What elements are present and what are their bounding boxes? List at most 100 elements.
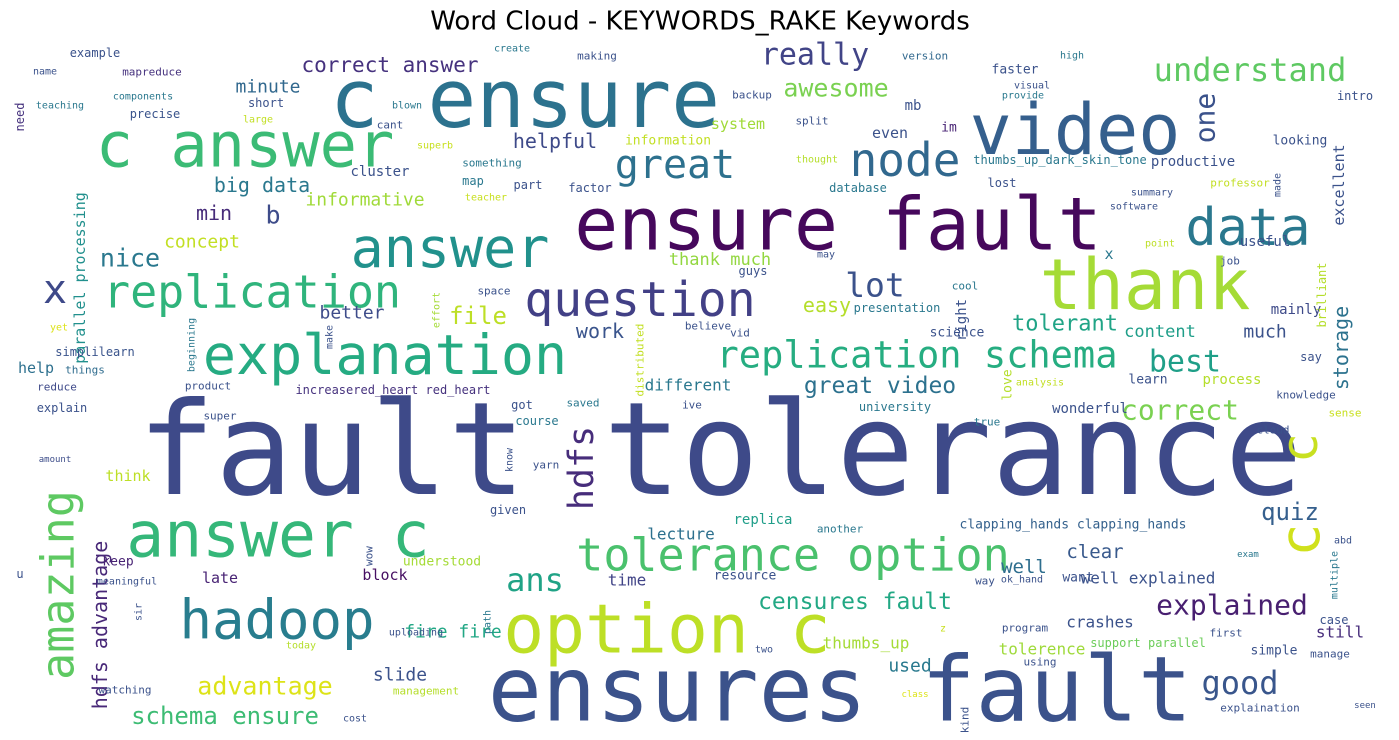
word: cloud	[1256, 424, 1289, 437]
word: c ensure	[330, 53, 720, 147]
word: yarn	[533, 459, 560, 472]
word: cool	[952, 280, 979, 293]
word: advantage	[197, 672, 332, 701]
word: right	[954, 299, 970, 341]
word: mb	[905, 98, 922, 114]
word: even	[872, 124, 908, 142]
word: analysis	[1016, 378, 1064, 389]
word: process	[1202, 372, 1261, 388]
word: amazing	[32, 490, 85, 680]
word: made	[1273, 173, 1284, 197]
word: still	[1316, 623, 1364, 642]
word: video	[970, 89, 1181, 171]
word: think	[105, 467, 150, 485]
word: x	[1104, 245, 1113, 263]
word-cloud: fault tolerance ensures fault ensure fault…	[13, 38, 1376, 740]
word: today	[286, 641, 316, 652]
word: wonderful	[1052, 401, 1128, 417]
word: teaching	[36, 101, 84, 112]
word: simple	[1251, 644, 1298, 659]
word: got	[511, 398, 533, 412]
word: mapreduce	[122, 66, 182, 79]
word: hdfs advantage	[88, 541, 112, 710]
word: provide	[1002, 91, 1044, 102]
word: may	[817, 250, 835, 261]
word: ans	[506, 561, 564, 599]
word: lost	[988, 176, 1017, 190]
word: parallel processing	[71, 192, 89, 364]
word: nice	[100, 244, 160, 273]
word: short	[248, 96, 284, 110]
word: tolerence	[999, 640, 1086, 659]
word: crashes	[1066, 613, 1133, 632]
word: teacher	[465, 193, 507, 204]
word: understood	[403, 555, 481, 570]
word: name	[33, 67, 57, 78]
word: explained	[1156, 589, 1308, 622]
word: visual	[1014, 81, 1050, 92]
word: late	[202, 569, 238, 587]
word: given	[490, 503, 526, 517]
word: minute	[235, 77, 300, 98]
word: correct answer	[301, 53, 478, 77]
word: b	[265, 201, 280, 230]
word: point	[1145, 239, 1175, 250]
word: storage	[1329, 306, 1353, 390]
word: mainly	[1271, 302, 1322, 318]
word: something	[462, 157, 522, 170]
word: replication schema	[717, 334, 1118, 377]
word: lecture	[647, 525, 714, 544]
word: superb	[417, 141, 453, 152]
word: replica	[733, 512, 792, 528]
word: kind	[959, 707, 972, 734]
word: ensure fault	[574, 183, 1101, 268]
word: c	[1268, 523, 1332, 556]
word: z	[940, 624, 946, 635]
word: say	[1300, 350, 1322, 364]
word: awesome	[783, 74, 888, 103]
word: first	[1209, 627, 1242, 640]
word: map	[462, 174, 484, 188]
word: excellent	[1330, 144, 1348, 225]
word: fault tolerance	[138, 375, 1303, 525]
word: another	[817, 523, 864, 536]
word: productive	[1151, 154, 1235, 170]
word: better	[319, 303, 384, 324]
word: meaningful	[97, 577, 157, 588]
word: job	[1220, 255, 1240, 268]
word: knowledge	[1276, 389, 1336, 402]
word: precise	[130, 107, 181, 121]
word: im	[941, 121, 957, 136]
word: thumbs_up	[823, 634, 910, 653]
word: replication	[103, 266, 401, 319]
word: hadoop	[179, 589, 374, 652]
word: university	[859, 400, 931, 414]
word: class	[901, 690, 928, 700]
word: big data	[214, 173, 310, 197]
word: guys	[739, 264, 768, 278]
word: version	[902, 50, 948, 63]
word: useful	[1240, 234, 1291, 250]
word: answer c	[126, 499, 429, 572]
word: saved	[566, 397, 599, 410]
word: intro	[1337, 89, 1373, 103]
word: thought	[796, 155, 838, 166]
word: presentation	[854, 301, 941, 315]
word: uploading	[389, 628, 443, 639]
word: large	[243, 115, 273, 126]
word: c answer	[96, 109, 395, 182]
word: c	[1271, 433, 1329, 463]
word: exam	[1237, 550, 1259, 560]
word: super	[203, 410, 236, 423]
word: summary	[1131, 188, 1173, 199]
word: looking	[1273, 134, 1328, 149]
word: path	[483, 610, 494, 634]
word: backup	[732, 89, 772, 102]
word: help	[18, 359, 54, 377]
word: file	[449, 302, 507, 330]
word: tolerance option	[576, 529, 1009, 582]
word: schema ensure	[131, 702, 319, 730]
word: content	[1124, 322, 1196, 342]
word: manage	[1310, 648, 1350, 661]
